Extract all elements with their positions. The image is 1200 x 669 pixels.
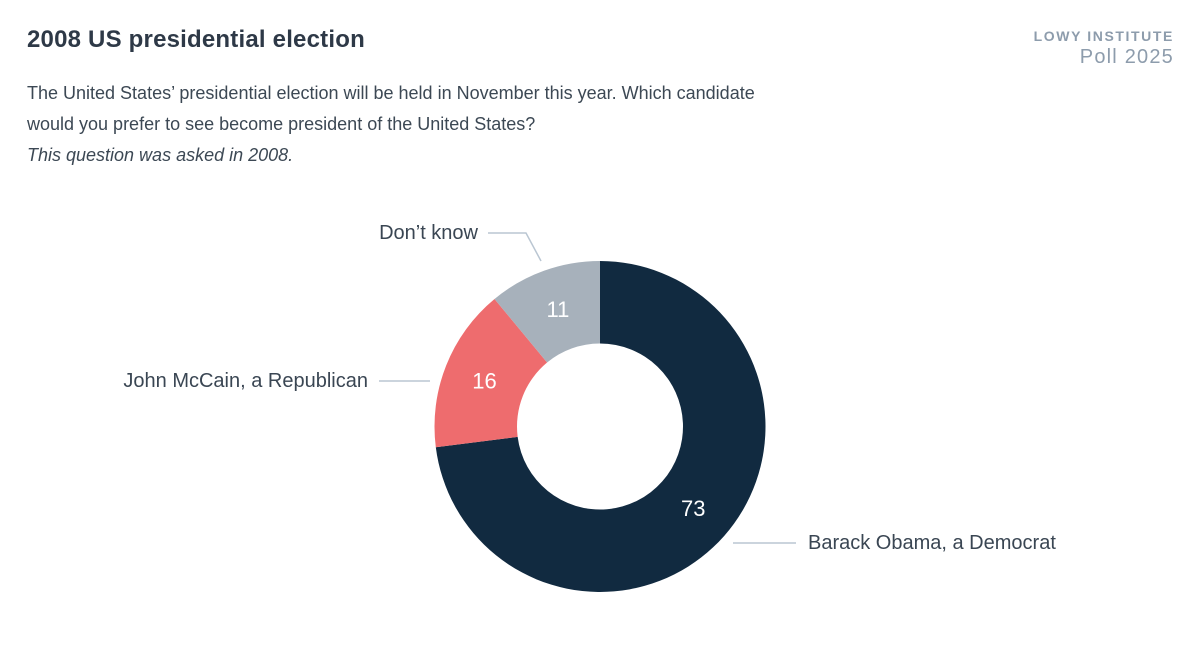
segment-label-obama: Barack Obama, a Democrat [808, 532, 1056, 554]
question-line-1: The United States’ presidential election… [27, 83, 755, 103]
segment-label-mccain: John McCain, a Republican [123, 370, 368, 392]
lowy-institute-logo: LOWY INSTITUTE Poll 2025 [1033, 28, 1174, 69]
slice-value-label-0: 73 [681, 496, 705, 521]
page-title: 2008 US presidential election [27, 26, 365, 53]
brand-name: LOWY INSTITUTE [1033, 28, 1174, 44]
donut-slice-1[interactable] [434, 298, 548, 448]
question-note: This question was asked in 2008. [27, 145, 294, 165]
slice-value-label-2: 11 [546, 297, 569, 322]
donut-slice-2[interactable] [494, 261, 600, 363]
segment-label-dont-know: Don’t know [379, 222, 478, 244]
brand-poll-year: Poll 2025 [1079, 46, 1174, 69]
leader-lines [379, 232, 796, 544]
donut-slice-0[interactable] [435, 261, 766, 592]
question-text: The United States’ presidential election… [27, 78, 755, 171]
slice-value-label-1: 16 [472, 368, 496, 393]
leader-line-dont-know [488, 232, 542, 262]
question-line-2: would you prefer to see become president… [27, 114, 536, 134]
